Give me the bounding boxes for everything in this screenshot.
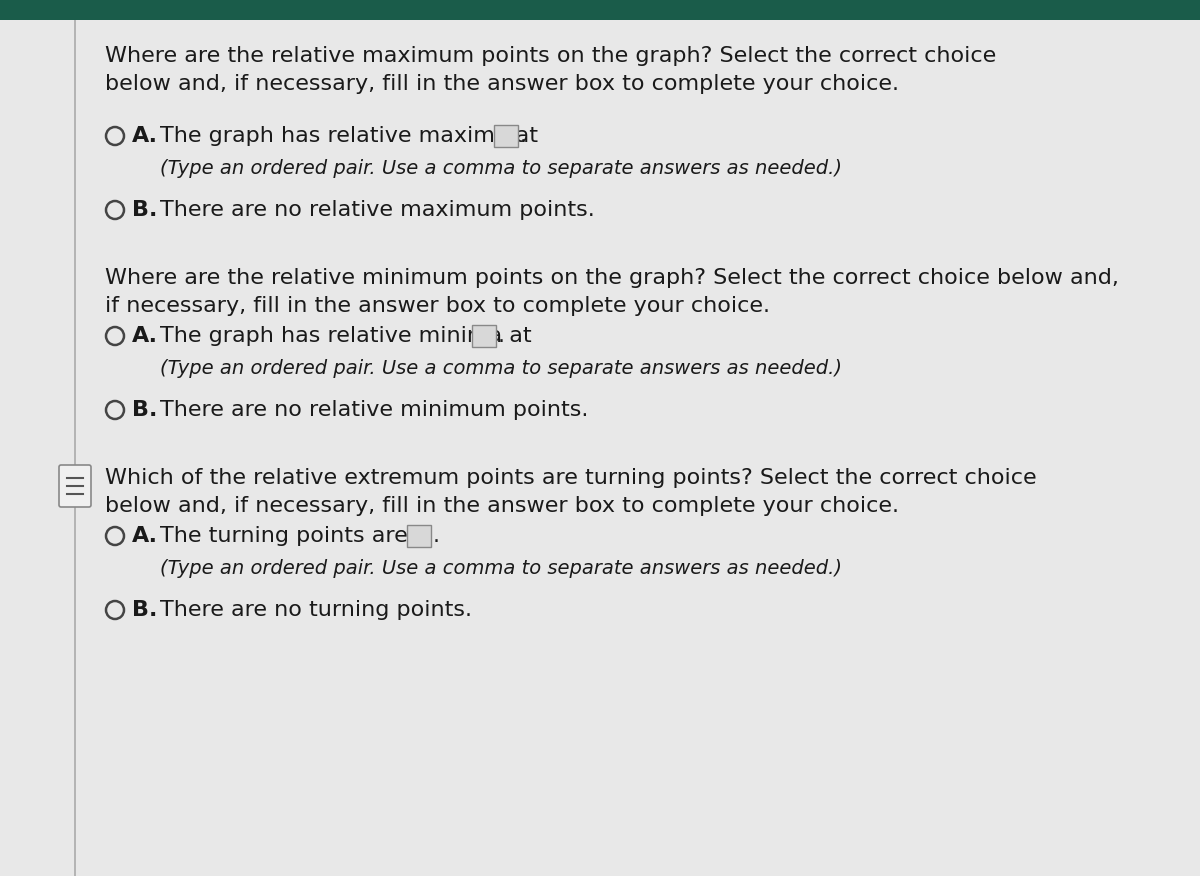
Text: B.: B. [132,600,157,620]
Text: Where are the relative maximum points on the graph? Select the correct choice
be: Where are the relative maximum points on… [106,46,996,94]
Text: A.: A. [132,526,158,546]
Text: There are no relative maximum points.: There are no relative maximum points. [160,200,595,220]
Text: Which of the relative extremum points are turning points? Select the correct cho: Which of the relative extremum points ar… [106,468,1037,516]
Text: Where are the relative minimum points on the graph? Select the correct choice be: Where are the relative minimum points on… [106,268,1118,316]
Text: (Type an ordered pair. Use a comma to separate answers as needed.): (Type an ordered pair. Use a comma to se… [160,358,842,378]
Bar [0,0,1200,20]
FancyBboxPatch shape [472,325,496,347]
Text: There are no turning points.: There are no turning points. [160,600,472,620]
Text: (Type an ordered pair. Use a comma to separate answers as needed.): (Type an ordered pair. Use a comma to se… [160,559,842,577]
Text: (Type an ordered pair. Use a comma to separate answers as needed.): (Type an ordered pair. Use a comma to se… [160,159,842,178]
Text: The graph has relative maxima at: The graph has relative maxima at [160,126,538,146]
Text: The turning points are: The turning points are [160,526,408,546]
FancyBboxPatch shape [494,125,518,147]
FancyBboxPatch shape [59,465,91,507]
Text: B.: B. [132,400,157,420]
Text: There are no relative minimum points.: There are no relative minimum points. [160,400,588,420]
Text: B.: B. [132,200,157,220]
FancyBboxPatch shape [407,525,431,547]
Text: .: . [433,526,440,546]
Text: A.: A. [132,326,158,346]
Text: The graph has relative minima at: The graph has relative minima at [160,326,532,346]
Text: .: . [520,126,527,146]
Text: A.: A. [132,126,158,146]
Text: .: . [498,326,505,346]
